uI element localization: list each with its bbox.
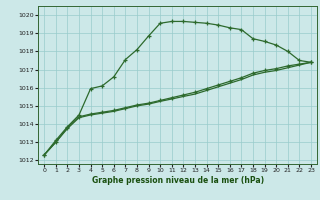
X-axis label: Graphe pression niveau de la mer (hPa): Graphe pression niveau de la mer (hPa) [92, 176, 264, 185]
